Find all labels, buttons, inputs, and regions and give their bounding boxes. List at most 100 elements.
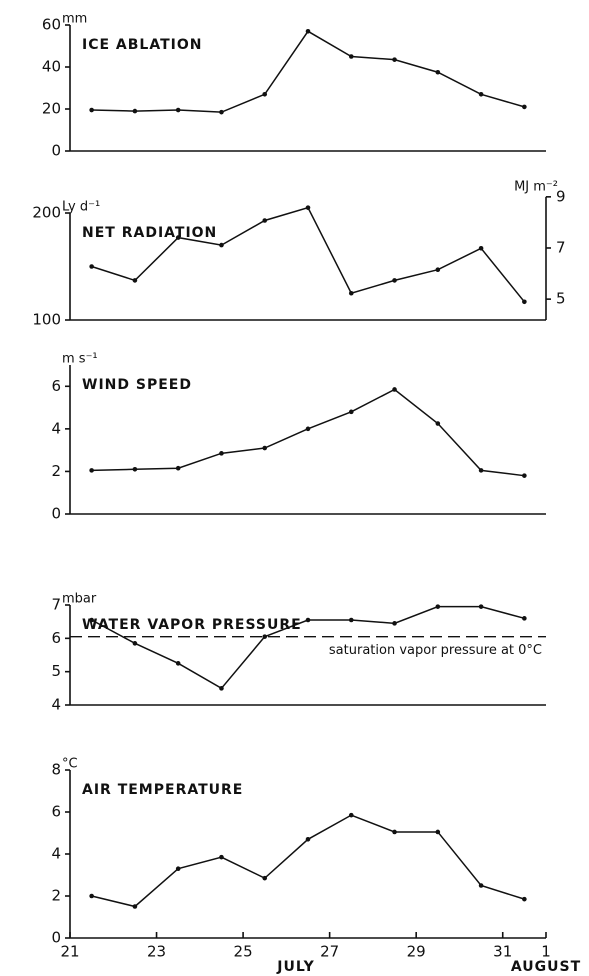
data-point [522,104,527,110]
data-point [132,904,138,909]
data-line [91,388,525,477]
data-point [522,473,527,478]
y-tick-label: 4 [51,696,61,714]
data-point [175,661,181,666]
y-unit: m s⁻¹ [62,352,98,367]
x-tick-label: 1 [541,943,551,961]
data-point [435,829,441,835]
data-point [219,854,224,860]
data-point [348,54,354,59]
panel-title: WATER VAPOR PRESSURE [82,617,302,633]
data-point [392,387,397,392]
data-point [435,604,441,609]
y-tick-label: 4 [51,419,61,437]
data-point [219,242,224,248]
data-point [262,218,268,223]
y-tick-label: 60 [42,16,61,34]
y-tick-label: 0 [51,505,61,523]
data-point [478,92,484,97]
data-point [522,616,527,621]
y-tick-label: 4 [51,845,61,863]
data-point [132,278,138,283]
data-point [478,468,484,473]
data-point [392,829,397,835]
data-point [262,445,268,451]
data-point [175,235,181,240]
y-unit: mbar [62,592,97,607]
data-point [132,641,138,646]
data-point [219,109,224,115]
data-point [89,893,94,899]
month-label: JULY [276,959,314,975]
y-unit: Ly d⁻¹ [62,200,100,215]
data-point [478,883,484,888]
data-point [348,617,354,623]
x-tick-label: 31 [493,943,512,961]
panel-title: AIR TEMPERATURE [82,782,243,798]
x-tick-label: 25 [234,943,253,961]
y-tick-label: 20 [42,100,61,118]
month-label: AUGUST [511,959,581,975]
y-tick-label: 0 [51,142,61,160]
data-line [91,814,525,908]
data-point [262,92,268,97]
x-tick-label: 23 [147,943,166,961]
data-point [219,686,224,691]
panel-title: WIND SPEED [82,377,192,393]
data-point [478,246,484,251]
y-tick-label: 7 [51,596,61,614]
data-point [348,409,354,415]
data-point [392,278,397,283]
y-tick-label: 100 [32,311,61,329]
y-tick-label: 6 [51,377,61,395]
data-point [348,290,354,296]
y2-unit: MJ m⁻² [514,179,558,194]
y2-tick-label: 7 [556,238,566,256]
data-point [262,875,268,881]
data-point [435,69,441,75]
x-tick-label: 29 [407,943,426,961]
data-point [175,465,181,471]
data-point [132,108,138,114]
y-tick-label: 2 [51,887,61,905]
data-point [392,57,397,62]
data-point [89,107,94,113]
data-point [219,451,224,456]
data-point [175,107,181,113]
y-tick-label: 2 [51,462,61,480]
y-unit: °C [62,757,78,772]
data-point [305,617,311,623]
data-point [435,421,441,426]
data-point [305,426,311,432]
panel-title: NET RADIATION [82,225,217,241]
y-tick-label: 0 [51,929,61,947]
data-point [262,634,268,639]
data-point [522,896,527,902]
y-tick-label: 5 [51,662,61,680]
y2-tick-label: 9 [556,187,566,205]
reference-label: saturation vapor pressure at 0°C [329,643,542,658]
data-point [305,837,311,842]
data-point [348,812,354,818]
data-point [522,299,527,305]
data-point [478,604,484,609]
data-point [175,866,181,871]
data-point [305,205,311,210]
data-line [91,206,525,303]
data-point [132,467,138,472]
data-point [435,267,441,273]
y-unit: mm [62,12,87,27]
y2-tick-label: 5 [556,290,566,308]
y-tick-label: 6 [51,803,61,821]
y-tick-label: 200 [32,204,61,222]
panel-title: ICE ABLATION [82,37,202,53]
data-point [305,29,311,34]
data-point [89,617,94,623]
y-tick-label: 8 [51,761,61,779]
x-tick-label: 27 [320,943,339,961]
y-tick-label: 6 [51,629,61,647]
x-tick-label: 21 [60,943,79,961]
data-point [392,621,397,626]
y-tick-label: 40 [42,58,61,76]
